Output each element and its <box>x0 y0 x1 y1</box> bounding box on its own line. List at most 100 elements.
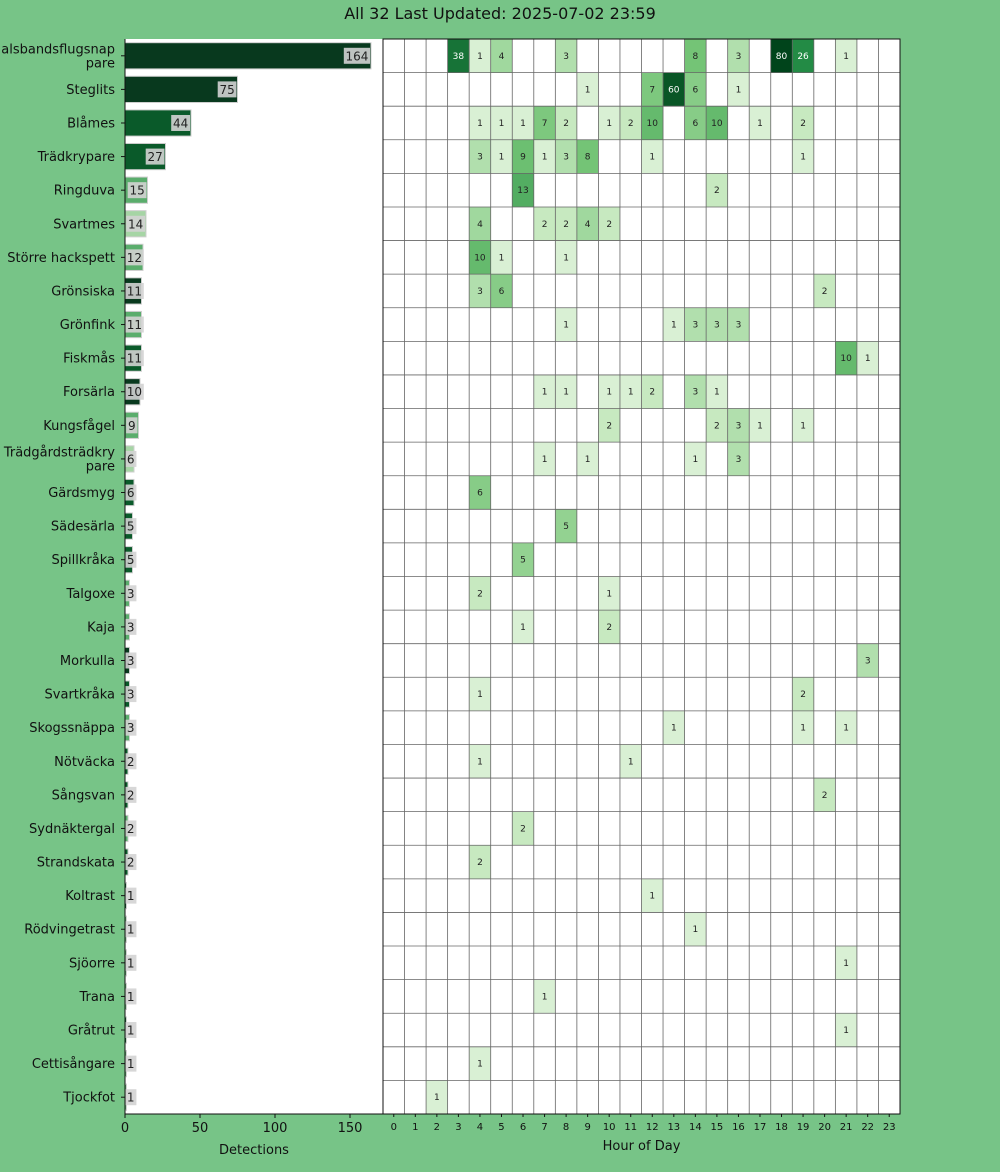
heatmap-cell-value: 2 <box>822 287 828 297</box>
bar-value-label-bg <box>125 282 144 299</box>
heatmap-cell-value: 3 <box>563 153 569 163</box>
heatmap-cell-value: 1 <box>477 52 483 62</box>
hour-tick-label: 0 <box>391 1122 397 1133</box>
species-label: Trädgårdsträdkry pare <box>3 445 115 474</box>
species-label: Grönsiska <box>51 284 115 299</box>
heatmap-cell-value: 6 <box>692 119 698 129</box>
heatmap-cell <box>641 106 664 140</box>
heatmap-cell <box>469 744 491 779</box>
heatmap-cell <box>490 39 513 73</box>
heatmap-cell-value: 6 <box>477 489 483 499</box>
heatmap-cell <box>490 106 513 140</box>
species-label: Fiskmås <box>63 352 115 367</box>
heatmap-cell-value: 1 <box>542 455 548 465</box>
heatmap-cell-value: 13 <box>517 186 528 196</box>
heatmap-cell <box>555 307 577 342</box>
heatmap-cell-value: 1 <box>520 623 526 633</box>
species-label: Blåmes <box>67 116 115 131</box>
heatmap-cell-value: 6 <box>692 85 698 95</box>
heatmap-cell-value: 3 <box>477 287 483 297</box>
heatmap-cell <box>512 173 534 207</box>
heatmap-cell <box>469 845 491 879</box>
bar-value-label: 2 <box>127 755 135 769</box>
species-label: Ringduva <box>54 184 115 199</box>
heatmap-cell <box>856 643 879 678</box>
heatmap-cell <box>749 106 771 140</box>
heatmap-cell-value: 1 <box>542 388 548 398</box>
heatmap-cell-value: 2 <box>628 119 634 129</box>
heatmap-cell <box>813 274 836 308</box>
species-label: Talgoxe <box>66 587 115 602</box>
heatmap-cell-value: 1 <box>628 388 634 398</box>
species-label: Gråtrut <box>68 1024 115 1039</box>
heatmap-cell-value: 1 <box>606 388 612 398</box>
x-axis-title: Detections <box>219 1143 289 1158</box>
heatmap-cell-value: 1 <box>865 354 871 364</box>
heatmap-cell-value: 3 <box>692 388 698 398</box>
species-label: Trana <box>78 990 115 1005</box>
heatmap-cell <box>512 106 534 140</box>
bar-value-label: 3 <box>127 654 135 668</box>
bar-value-label-bg <box>125 383 144 400</box>
bar-value-label: 6 <box>127 452 135 466</box>
heatmap-cell <box>856 341 879 375</box>
bar-value-label: 1 <box>127 990 135 1004</box>
hour-tick-label: 18 <box>775 1122 788 1133</box>
bar-value-label: 11 <box>127 318 142 332</box>
heatmap-cell <box>598 408 620 443</box>
heatmap-cell-value: 4 <box>499 52 505 62</box>
hour-tick-label: 2 <box>434 1122 440 1133</box>
heatmap-cell-value: 2 <box>520 824 526 834</box>
heatmap-cell <box>555 374 577 409</box>
heatmap-cell <box>706 173 728 207</box>
heatmap-cell-value: 1 <box>671 321 677 331</box>
bar-value-label: 1 <box>127 889 135 903</box>
bar-value-label-bg <box>126 215 145 232</box>
heatmap-cell-value: 2 <box>477 589 483 599</box>
heatmap-cell-value: 80 <box>776 52 788 62</box>
bar-value-label-bg <box>125 484 137 501</box>
heatmap-x-axis-title: Hour of Day <box>603 1139 681 1154</box>
heatmap-cell <box>727 72 750 107</box>
heatmap-cell <box>770 39 793 73</box>
heatmap-cell-value: 1 <box>606 589 612 599</box>
heatmap-cell-value: 3 <box>736 455 742 465</box>
heatmap-cell <box>490 240 513 275</box>
species-label: Gärdsmyg <box>48 486 115 501</box>
heatmap-cell <box>641 374 664 409</box>
heatmap-cell-value: 1 <box>563 321 569 331</box>
x-tick-label: 150 <box>338 1121 363 1136</box>
heatmap-cell <box>706 106 728 140</box>
heatmap-cell <box>533 139 556 174</box>
hour-tick-label: 10 <box>603 1122 616 1133</box>
bar-value-label-bg <box>125 988 137 1005</box>
bar-value-label-bg <box>125 954 137 971</box>
heatmap-cell <box>792 677 814 711</box>
hour-tick-label: 14 <box>689 1122 702 1133</box>
heatmap-cell-value: 2 <box>822 791 828 801</box>
heatmap-cell-value: 2 <box>606 421 612 431</box>
hour-tick-label: 11 <box>624 1122 637 1133</box>
hour-tick-label: 7 <box>541 1122 547 1133</box>
heatmap-cell-value: 1 <box>649 892 655 902</box>
heatmap-cell <box>684 39 707 73</box>
heatmap-cell-value: 1 <box>800 724 806 734</box>
hour-tick-label: 22 <box>861 1122 874 1133</box>
heatmap-cell <box>512 139 534 174</box>
heatmap-cell <box>706 374 728 409</box>
heatmap-cell <box>576 206 599 241</box>
heatmap-cell-value: 1 <box>628 757 634 767</box>
heatmap-cell <box>598 374 620 409</box>
species-label: Sjöorre <box>69 956 115 971</box>
heatmap-cell-value: 1 <box>563 388 569 398</box>
species-label: Tjockfot <box>62 1091 115 1106</box>
heatmap-cell <box>490 274 513 308</box>
heatmap-cell-value: 8 <box>585 153 591 163</box>
bar-value-label-bg <box>125 316 144 333</box>
heatmap-cell <box>792 710 814 745</box>
heatmap-cell-value: 1 <box>757 421 763 431</box>
heatmap-cell-value: 3 <box>736 321 742 331</box>
heatmap-cell-value: 6 <box>499 287 505 297</box>
bar-value-label-bg <box>343 47 370 64</box>
